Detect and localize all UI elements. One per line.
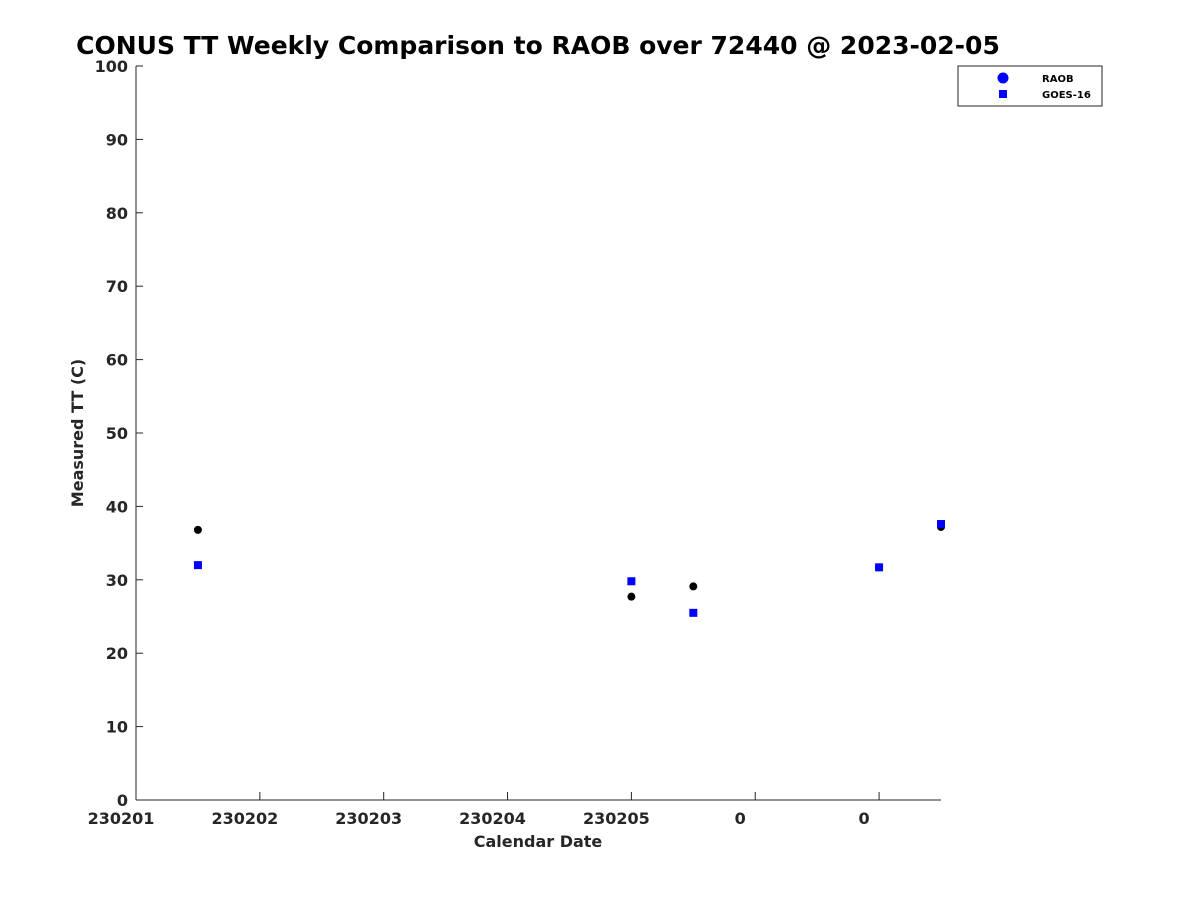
y-tick-label: 50 <box>106 424 128 443</box>
raob-point <box>193 525 202 534</box>
legend-goes16-marker <box>999 90 1007 98</box>
x-tick-label: 230204 <box>459 809 526 828</box>
legend-raob-label: RAOB <box>1042 74 1074 85</box>
x-ticks: 230201 230202 230203 230204 230205 0 0 <box>88 792 880 828</box>
x-tick-label: 0 <box>859 809 870 828</box>
y-tick-label: 10 <box>106 718 128 737</box>
raob-point <box>627 592 636 601</box>
x-tick-label: 230201 <box>88 809 155 828</box>
y-tick-label: 30 <box>106 571 128 590</box>
y-tick-label: 20 <box>106 644 128 663</box>
data-points <box>193 520 945 617</box>
legend-raob-marker <box>997 72 1009 84</box>
legend: RAOB GOES-16 <box>957 65 1103 107</box>
goes16-point <box>689 608 698 617</box>
goes16-point <box>627 577 636 586</box>
x-axis-label: Calendar Date <box>474 832 603 851</box>
x-tick-label: 230203 <box>335 809 402 828</box>
y-tick-label: 60 <box>106 351 128 370</box>
chart-title: CONUS TT Weekly Comparison to RAOB over … <box>76 31 1000 60</box>
goes16-point <box>193 561 202 570</box>
y-ticks: 0 10 20 30 40 50 60 70 80 90 100 <box>95 57 143 810</box>
y-tick-label: 80 <box>106 204 128 223</box>
legend-box <box>957 65 1103 107</box>
goes16-point <box>875 563 884 572</box>
y-axis-label: Measured TT (C) <box>68 359 87 507</box>
y-tick-label: 40 <box>106 497 128 516</box>
goes16-point <box>937 520 945 529</box>
y-tick-label: 0 <box>117 791 128 810</box>
legend-goes16-label: GOES-16 <box>1042 90 1091 101</box>
raob-point <box>689 582 698 591</box>
y-tick-label: 100 <box>95 57 128 76</box>
x-tick-label: 230205 <box>583 809 650 828</box>
x-tick-label: 230202 <box>211 809 278 828</box>
plot-axes <box>135 66 941 801</box>
x-tick-label: 0 <box>735 809 746 828</box>
y-tick-label: 70 <box>106 277 128 296</box>
y-tick-label: 90 <box>106 130 128 149</box>
